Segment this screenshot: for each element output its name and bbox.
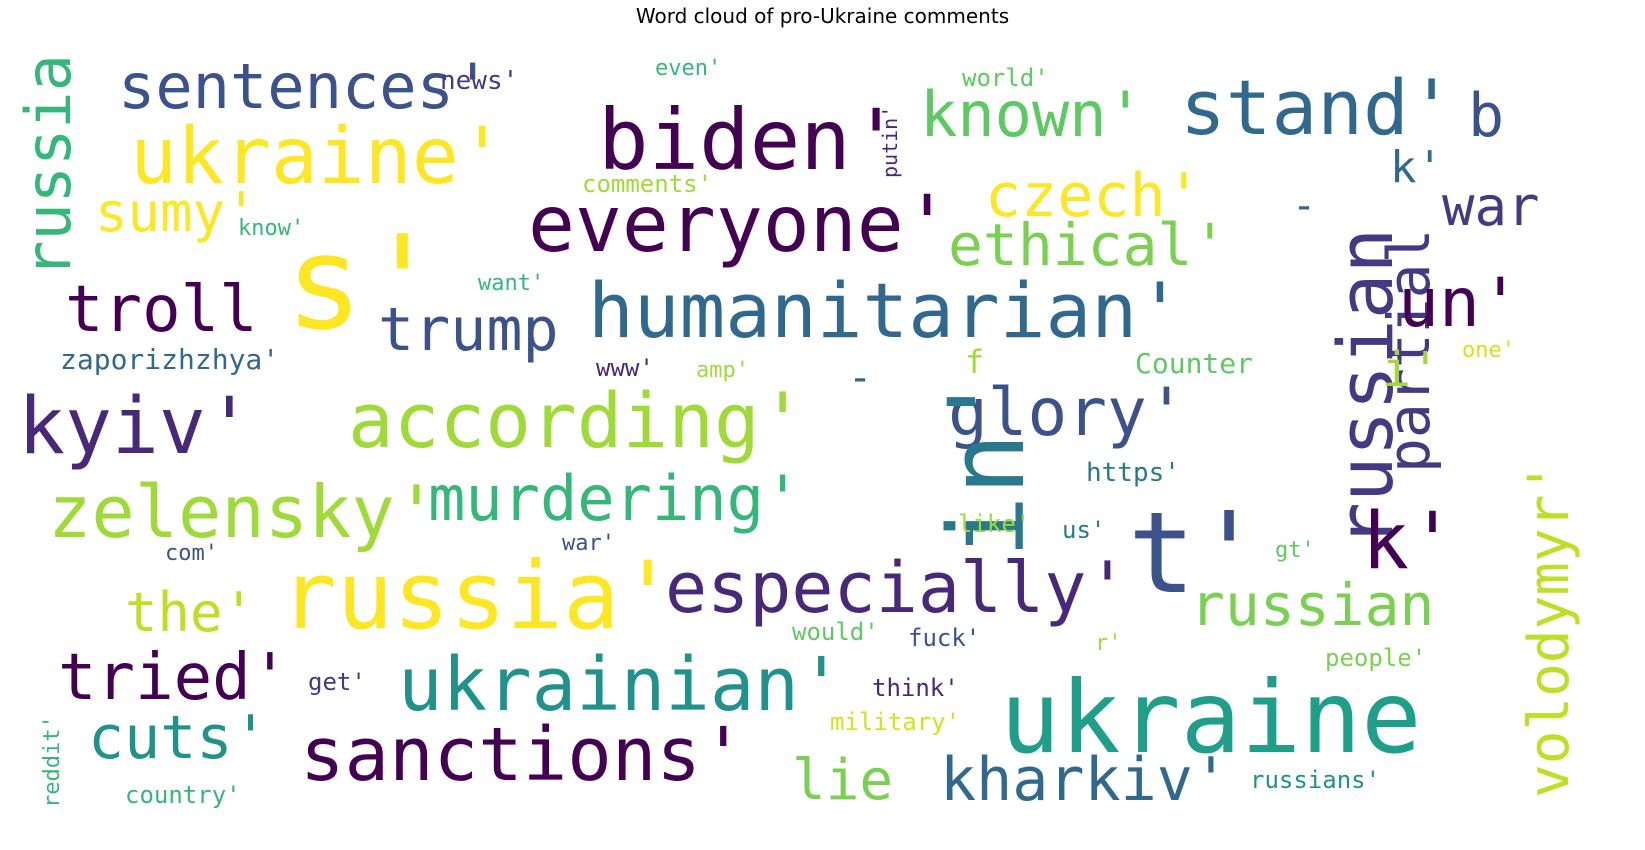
cloud-word-czech: czech' <box>985 161 1202 231</box>
cloud-word-amp: amp' <box>696 358 749 383</box>
cloud-word-everyone: everyone' <box>528 180 951 270</box>
cloud-word-cuts: cuts' <box>88 703 269 773</box>
cloud-word-murdering: murdering' <box>428 462 802 535</box>
cloud-word-troll: troll <box>65 273 258 347</box>
cloud-word-dash: - <box>848 355 873 401</box>
cloud-word-think: think' <box>872 674 959 702</box>
cloud-word-com: com' <box>165 541 218 566</box>
cloud-word-humanitarian: humanitarian' <box>588 266 1183 355</box>
cloud-word-world: world' <box>962 64 1049 92</box>
cloud-word-would: would' <box>792 618 879 646</box>
cloud-word-known: known' <box>920 78 1144 151</box>
cloud-word-the: the' <box>125 581 256 644</box>
cloud-word-tried: tried' <box>58 641 290 715</box>
cloud-word-country: country' <box>125 781 241 809</box>
cloud-word-even: even' <box>655 56 722 81</box>
cloud-word-lie: lie <box>792 748 894 813</box>
cloud-word-comments: comments' <box>582 170 713 198</box>
cloud-word-know: know' <box>238 216 305 241</box>
cloud-word-counter: Counter <box>1135 347 1254 380</box>
cloud-word-volodymyr: volodymyr' <box>1517 460 1582 798</box>
cloud-word-military: military' <box>830 708 961 736</box>
cloud-word-gt: gt' <box>1275 538 1315 563</box>
cloud-word-russian: russian <box>1190 571 1435 639</box>
cloud-word-war: war <box>1442 175 1540 238</box>
cloud-word-sanctions: sanctions' <box>300 712 746 798</box>
cloud-word-s: s' <box>285 207 442 359</box>
chart-title: Word cloud of pro-Ukraine comments <box>635 4 1010 28</box>
cloud-word-www: www' <box>596 354 654 382</box>
cloud-word-sumy: sumy' <box>95 181 258 244</box>
cloud-word-t: t' <box>1128 489 1263 619</box>
cloud-word-people: people' <box>1325 644 1427 672</box>
cloud-word-biden: biden' <box>598 91 902 189</box>
cloud-word-https: https' <box>1086 458 1180 488</box>
cloud-word-want: want' <box>478 271 545 296</box>
cloud-word-one: one' <box>1462 338 1515 363</box>
cloud-word-b: b <box>1468 81 1505 151</box>
cloud-word-ukraine: ukraine <box>1000 659 1422 776</box>
cloud-word-stand: stand' <box>1180 63 1455 152</box>
cloud-word-russia: russia <box>12 54 85 278</box>
cloud-word-f: f <box>965 343 985 381</box>
cloud-word-russians: russians' <box>1250 766 1381 794</box>
cloud-word-un: un' <box>1398 264 1521 343</box>
word-cloud: sentences' news' even' world' putin' stand' b r… <box>0 28 1645 850</box>
cloud-word-glory: glory' <box>948 374 1187 451</box>
cloud-word-ukraine: ukraine' <box>130 112 506 202</box>
cloud-word-ukrainian: ukrainian' <box>398 642 844 728</box>
cloud-word-dash: - <box>1292 183 1317 229</box>
cloud-word-like: like' <box>958 510 1031 538</box>
cloud-word-zelensky: zelensky' <box>48 470 439 554</box>
cloud-word-zaporizhzhya: zaporizhzhya' <box>60 343 280 376</box>
cloud-word-ethical: ethical' <box>948 211 1228 279</box>
cloud-word-i: i' <box>1382 342 1440 398</box>
cloud-word-according: according' <box>348 376 806 465</box>
cloud-word-trump: trump <box>378 295 559 365</box>
cloud-word-get: get' <box>308 668 366 696</box>
cloud-word-russia: russia' <box>280 542 677 651</box>
cloud-word-especially: especially' <box>665 547 1129 629</box>
cloud-word-sentences: sentences' <box>118 50 492 123</box>
cloud-word-k: k' <box>1390 142 1443 193</box>
cloud-word-war: war' <box>562 531 615 556</box>
cloud-word-reddit: reddit' <box>40 715 65 808</box>
cloud-word-k: k' <box>1362 497 1456 587</box>
cloud-word-news: news' <box>440 66 519 96</box>
cloud-word-fuck: fuck' <box>908 624 981 652</box>
cloud-word-r: r' <box>1095 631 1122 656</box>
cloud-word-us: us' <box>1062 516 1106 544</box>
cloud-word-kharkiv: kharkiv' <box>940 745 1229 815</box>
cloud-word-kyiv: kyiv' <box>18 382 253 472</box>
